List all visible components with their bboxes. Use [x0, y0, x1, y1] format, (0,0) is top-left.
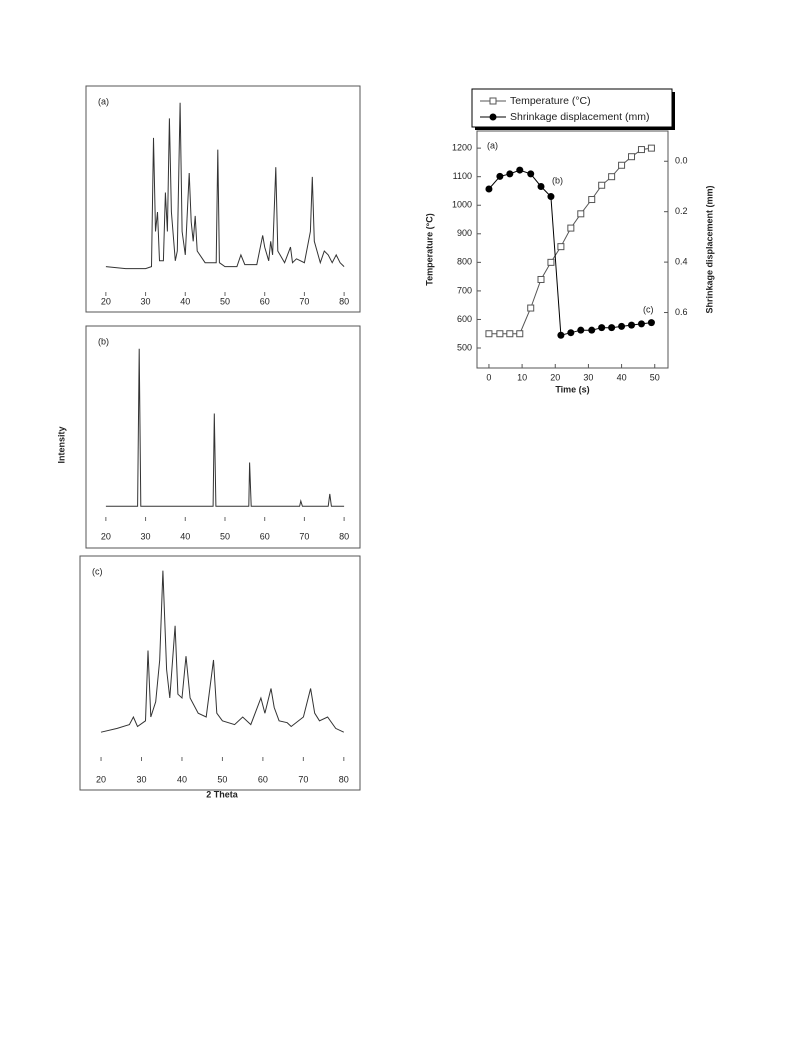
- x-tick-label: 20: [101, 296, 111, 306]
- x-tick-label: 20: [101, 531, 111, 541]
- y-tick-label: 1200: [452, 143, 472, 153]
- data-point: [608, 324, 616, 332]
- legend-box: [471, 88, 673, 128]
- y-tick-label: 800: [457, 257, 472, 267]
- data-point: [485, 185, 493, 193]
- y-tick-label: 1000: [452, 200, 472, 210]
- y2-tick-label: 0.4: [675, 256, 688, 266]
- x-tick-label: 80: [339, 296, 349, 306]
- x-tick-label: 30: [583, 372, 593, 382]
- x-axis-label: 2 Theta: [206, 789, 239, 799]
- data-point: [506, 330, 514, 338]
- data-point: [588, 326, 596, 334]
- data-point: [628, 153, 636, 161]
- data-point: [485, 330, 493, 338]
- plot-frame: [79, 555, 361, 791]
- x-tick-label: 0: [486, 372, 491, 382]
- x-tick-label: 50: [650, 372, 660, 382]
- x-tick-label: 80: [339, 774, 349, 784]
- x-tick-label: 10: [517, 372, 527, 382]
- legend-label: Shrinkage displacement (mm): [510, 111, 649, 123]
- data-point: [588, 196, 596, 204]
- y-tick-label: 500: [457, 342, 472, 352]
- x-tick-label: 60: [258, 774, 268, 784]
- xrd-pattern: [105, 102, 345, 270]
- x-tick-label: 70: [299, 296, 309, 306]
- x-tick-label: 20: [96, 774, 106, 784]
- data-point: [547, 258, 555, 266]
- y2-tick-label: 0.6: [675, 307, 688, 317]
- x-tick-label: 50: [220, 531, 230, 541]
- x-tick-label: 60: [260, 296, 270, 306]
- x-tick-label: 50: [220, 296, 230, 306]
- y2-tick-label: 0.2: [675, 206, 688, 216]
- xrd-pattern: [105, 348, 345, 507]
- x-tick-label: 60: [260, 531, 270, 541]
- data-point: [516, 166, 524, 174]
- data-point: [618, 161, 626, 169]
- data-point: [557, 331, 565, 339]
- y-axis-label: Temperature (°C): [424, 213, 434, 285]
- x-axis-label: Time (s): [555, 384, 589, 394]
- plot-frame: [85, 325, 361, 549]
- panel-label: (a): [98, 96, 109, 106]
- data-point: [598, 181, 606, 189]
- data-point: [527, 304, 535, 312]
- annotation: (a): [487, 140, 498, 150]
- data-point: [567, 224, 575, 232]
- annotation: (c): [643, 304, 654, 314]
- y-tick-label: 600: [457, 314, 472, 324]
- legend-marker: [489, 113, 497, 121]
- annotation: (b): [552, 175, 563, 185]
- data-point: [628, 321, 636, 329]
- data-point: [637, 320, 645, 328]
- x-tick-label: 40: [617, 372, 627, 382]
- panel-label: (c): [92, 566, 103, 576]
- y2-tick-label: 0.0: [675, 156, 688, 166]
- data-point: [618, 322, 626, 330]
- x-tick-label: 80: [339, 531, 349, 541]
- data-point: [537, 275, 545, 283]
- data-point: [577, 210, 585, 218]
- data-point: [496, 172, 504, 180]
- plot-frame: [476, 130, 669, 369]
- x-tick-label: 50: [217, 774, 227, 784]
- y-tick-label: 900: [457, 228, 472, 238]
- data-point: [608, 173, 616, 181]
- x-tick-label: 70: [298, 774, 308, 784]
- data-point: [527, 170, 535, 178]
- data-point: [577, 326, 585, 334]
- x-tick-label: 30: [136, 774, 146, 784]
- x-tick-label: 40: [180, 531, 190, 541]
- data-point: [516, 330, 524, 338]
- xrd-pattern: [100, 570, 345, 733]
- data-point: [537, 182, 545, 190]
- data-point: [598, 324, 606, 332]
- data-point: [547, 193, 555, 201]
- data-point: [496, 330, 504, 338]
- data-point: [647, 319, 655, 327]
- y-axis-label: Intensity: [56, 426, 66, 463]
- x-tick-label: 30: [141, 531, 151, 541]
- x-tick-label: 30: [141, 296, 151, 306]
- panel-label: (b): [98, 336, 109, 346]
- legend-label: Temperature (°C): [510, 95, 591, 107]
- y2-axis-label: Shrinkage displacement (mm): [704, 185, 714, 313]
- y-tick-label: 700: [457, 285, 472, 295]
- data-point: [506, 170, 514, 178]
- x-tick-label: 20: [550, 372, 560, 382]
- plot-frame: [85, 85, 361, 313]
- data-point: [557, 243, 565, 251]
- x-tick-label: 70: [299, 531, 309, 541]
- data-point: [637, 146, 645, 154]
- x-tick-label: 40: [177, 774, 187, 784]
- y-tick-label: 1100: [453, 171, 472, 181]
- legend-marker: [489, 97, 497, 105]
- data-point: [647, 144, 655, 152]
- x-tick-label: 40: [180, 296, 190, 306]
- data-point: [567, 329, 575, 337]
